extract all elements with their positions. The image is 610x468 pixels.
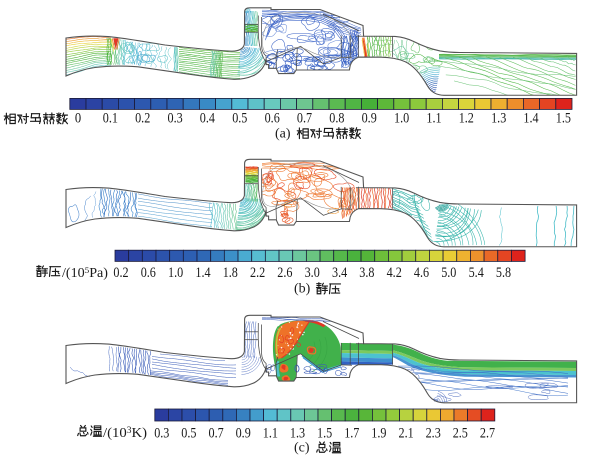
svg-text:2.6: 2.6 — [277, 265, 293, 281]
svg-text:4.2: 4.2 — [387, 265, 402, 281]
svg-text:1.4: 1.4 — [523, 110, 539, 126]
svg-text:1.7: 1.7 — [344, 425, 360, 441]
svg-text:1.9: 1.9 — [371, 425, 386, 441]
svg-text:2.3: 2.3 — [426, 425, 441, 441]
svg-text:1.5: 1.5 — [556, 110, 571, 126]
svg-text:2.1: 2.1 — [399, 425, 414, 441]
svg-text:1.8: 1.8 — [223, 265, 238, 281]
svg-text:0: 0 — [75, 110, 81, 126]
svg-text:3.4: 3.4 — [332, 265, 348, 281]
svg-text:4.6: 4.6 — [414, 265, 430, 281]
svg-text:0.3: 0.3 — [168, 110, 183, 126]
svg-text:2.2: 2.2 — [250, 265, 265, 281]
svg-text:2.5: 2.5 — [453, 425, 468, 441]
svg-text:0.5: 0.5 — [181, 425, 196, 441]
svg-text:0.2: 0.2 — [135, 110, 150, 126]
svg-text:2.7: 2.7 — [480, 425, 496, 441]
svg-text:1.0: 1.0 — [394, 110, 409, 126]
svg-text:1.0: 1.0 — [168, 265, 183, 281]
svg-text:0.7: 0.7 — [209, 425, 225, 441]
svg-text:1.1: 1.1 — [426, 110, 441, 126]
svg-text:0.7: 0.7 — [297, 110, 313, 126]
svg-text:5.4: 5.4 — [469, 265, 485, 281]
svg-text:5.8: 5.8 — [496, 265, 511, 281]
svg-text:0.9: 0.9 — [362, 110, 377, 126]
svg-text:/(103K): /(103K) — [103, 425, 147, 441]
svg-text:0.1: 0.1 — [103, 110, 118, 126]
svg-text:0.9: 0.9 — [236, 425, 251, 441]
svg-text:0.6: 0.6 — [265, 110, 281, 126]
svg-text:(a): (a) — [275, 126, 291, 141]
svg-text:3.8: 3.8 — [359, 265, 374, 281]
svg-text:0.8: 0.8 — [329, 110, 344, 126]
svg-text:0.3: 0.3 — [154, 425, 169, 441]
svg-text:(b): (b) — [294, 282, 311, 297]
svg-text:1.4: 1.4 — [195, 265, 211, 281]
svg-text:0.6: 0.6 — [141, 265, 157, 281]
svg-text:3.0: 3.0 — [305, 265, 320, 281]
svg-text:1.5: 1.5 — [317, 425, 332, 441]
svg-text:1.3: 1.3 — [491, 110, 506, 126]
svg-text:(c): (c) — [294, 441, 310, 456]
svg-text:5.0: 5.0 — [441, 265, 456, 281]
svg-text:1.2: 1.2 — [459, 110, 474, 126]
svg-text:/(105Pa): /(105Pa) — [62, 265, 108, 280]
svg-text:0.2: 0.2 — [113, 265, 128, 281]
svg-text:0.5: 0.5 — [232, 110, 247, 126]
svg-text:1.3: 1.3 — [290, 425, 305, 441]
svg-text:0.4: 0.4 — [200, 110, 216, 126]
svg-text:1.1: 1.1 — [263, 425, 278, 441]
